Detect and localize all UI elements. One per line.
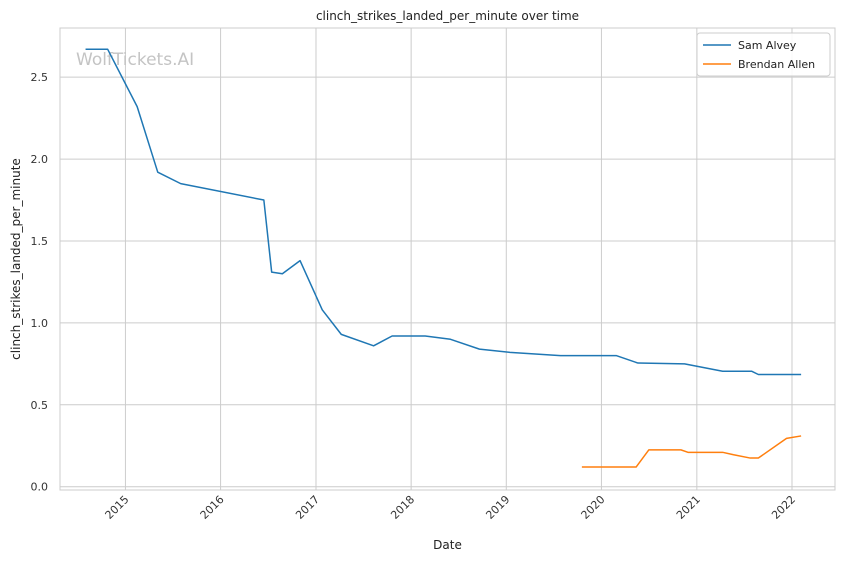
- legend-label-brendan-allen: Brendan Allen: [738, 58, 815, 71]
- legend-label-sam-alvey: Sam Alvey: [738, 39, 797, 52]
- y-tick-label: 2.5: [31, 71, 49, 84]
- grid: [60, 28, 835, 490]
- y-axis-title: clinch_strikes_landed_per_minute: [9, 158, 23, 360]
- chart-title: clinch_strikes_landed_per_minute over ti…: [316, 9, 579, 23]
- watermark-text: WolfTickets.AI: [76, 50, 194, 70]
- x-axis-title: Date: [433, 538, 462, 552]
- y-axis-ticks: 0.0 0.5 1.0 1.5 2.0 2.5: [31, 71, 49, 494]
- legend-box: [696, 32, 831, 77]
- legend: Sam Alvey Brendan Allen: [696, 32, 831, 77]
- series-line-sam-alvey: [85, 48, 802, 376]
- y-tick-label: 0.5: [31, 399, 49, 412]
- series-layer: [85, 48, 802, 468]
- plot-frame: [59, 27, 836, 491]
- y-tick-label: 0.0: [31, 481, 49, 494]
- y-tick-label: 1.0: [31, 317, 49, 330]
- y-tick-label: 2.0: [31, 153, 49, 166]
- series-line-brendan-allen: [581, 435, 802, 468]
- y-tick-label: 1.5: [31, 235, 49, 248]
